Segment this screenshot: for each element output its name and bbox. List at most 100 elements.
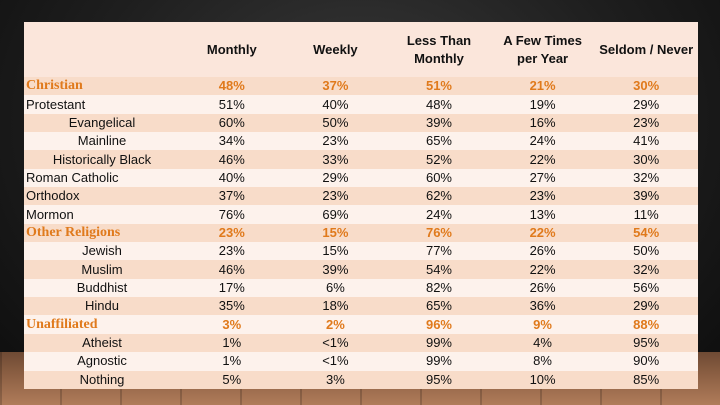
value-cell: 46% — [180, 260, 284, 279]
table-row: Protestant 51% 40% 48% 19% 29% — [24, 95, 698, 114]
value-cell: 69% — [283, 205, 388, 224]
row-label: Atheist — [24, 333, 180, 353]
value-cell: 99% — [387, 333, 491, 353]
value-cell: 32% — [594, 260, 698, 279]
table-row: Other Religions 23% 15% 76% 22% 54% — [24, 223, 698, 243]
value-cell: 16% — [490, 113, 595, 133]
table-row: Jewish 23% 15% 77% 26% 50% — [24, 242, 698, 261]
value-cell: 19% — [490, 95, 595, 114]
value-cell: 15% — [283, 242, 388, 261]
row-label: Buddhist — [24, 278, 180, 298]
value-cell: 52% — [387, 150, 491, 169]
value-cell: 23% — [283, 132, 388, 151]
table-row: Orthodox 37% 23% 62% 23% 39% — [24, 187, 698, 206]
table-row: Christian 48% 37% 51% 21% 30% — [24, 77, 698, 96]
value-cell: 23% — [283, 187, 388, 206]
value-cell: 50% — [283, 113, 388, 133]
table-row: Nothing 5% 3% 95% 10% 85% — [24, 370, 698, 389]
value-cell: 8% — [490, 352, 595, 371]
value-cell: 99% — [387, 352, 491, 371]
table-body: Christian 48% 37% 51% 21% 30% Protestant 51% 40%… — [24, 77, 698, 389]
table-row: Unaffiliated 3% 2% 96% 9% 88% — [24, 315, 698, 334]
value-cell: 4% — [490, 333, 595, 353]
table-row: Buddhist 17% 6% 82% 26% 56% — [24, 278, 698, 298]
row-label: Mainline — [24, 132, 180, 151]
value-cell: 23% — [594, 113, 698, 133]
value-cell: 23% — [180, 242, 284, 261]
row-label: Hindu — [24, 297, 180, 316]
header-cell-less-than-monthly: Less Than Monthly — [387, 22, 491, 77]
value-cell: 17% — [180, 278, 284, 298]
value-cell: 26% — [490, 242, 595, 261]
value-cell: 22% — [490, 150, 595, 169]
table-row: Muslim 46% 39% 54% 22% 32% — [24, 260, 698, 279]
table-row: Mainline 34% 23% 65% 24% 41% — [24, 132, 698, 151]
value-cell: 3% — [180, 315, 284, 334]
header-row: Monthly Weekly Less Than Monthly A Few T… — [24, 22, 698, 77]
value-cell: 1% — [180, 333, 284, 353]
value-cell: 29% — [283, 168, 388, 188]
row-label: Muslim — [24, 260, 180, 279]
value-cell: 39% — [283, 260, 388, 279]
value-cell: 39% — [594, 187, 698, 206]
value-cell: 62% — [387, 187, 491, 206]
value-cell: 85% — [594, 370, 698, 389]
row-label: Roman Catholic — [24, 168, 180, 188]
attendance-table-panel: Monthly Weekly Less Than Monthly A Few T… — [24, 22, 698, 389]
table-row: Agnostic 1% <1% 99% 8% 90% — [24, 352, 698, 371]
value-cell: 76% — [387, 223, 491, 243]
value-cell: 34% — [180, 132, 284, 151]
value-cell: 54% — [594, 223, 698, 243]
value-cell: 26% — [490, 278, 595, 298]
table-row: Roman Catholic 40% 29% 60% 27% 32% — [24, 168, 698, 188]
row-label: Jewish — [24, 242, 180, 261]
attendance-table: Monthly Weekly Less Than Monthly A Few T… — [24, 22, 698, 389]
value-cell: 65% — [387, 297, 491, 316]
value-cell: 22% — [490, 223, 595, 243]
value-cell: 88% — [594, 315, 698, 334]
value-cell: 76% — [180, 205, 284, 224]
value-cell: 33% — [283, 150, 388, 169]
header-cell-seldom-never: Seldom / Never — [594, 22, 698, 77]
row-label: Historically Black — [24, 150, 180, 169]
row-label: Christian — [24, 77, 180, 96]
value-cell: 30% — [594, 150, 698, 169]
value-cell: 60% — [387, 168, 491, 188]
value-cell: 65% — [387, 132, 491, 151]
value-cell: 37% — [283, 77, 388, 96]
value-cell: 11% — [594, 205, 698, 224]
value-cell: 96% — [387, 315, 491, 334]
value-cell: 2% — [283, 315, 388, 334]
value-cell: 36% — [490, 297, 595, 316]
value-cell: 10% — [490, 370, 595, 389]
value-cell: 21% — [490, 77, 595, 96]
value-cell: 24% — [490, 132, 595, 151]
value-cell: 54% — [387, 260, 491, 279]
value-cell: 3% — [283, 370, 388, 389]
value-cell: 35% — [180, 297, 284, 316]
table-row: Evangelical 60% 50% 39% 16% 23% — [24, 113, 698, 133]
row-label: Mormon — [24, 205, 180, 224]
header-cell-monthly: Monthly — [180, 22, 284, 77]
value-cell: 30% — [594, 77, 698, 96]
row-label: Evangelical — [24, 113, 180, 133]
value-cell: 6% — [283, 278, 388, 298]
header-cell-label — [24, 22, 180, 77]
value-cell: 23% — [180, 223, 284, 243]
value-cell: 95% — [387, 370, 491, 389]
value-cell: 24% — [387, 205, 491, 224]
table-row: Atheist 1% <1% 99% 4% 95% — [24, 333, 698, 353]
header-cell-few-times-per-year: A Few Times per Year — [490, 22, 595, 77]
value-cell: <1% — [283, 352, 388, 371]
row-label: Agnostic — [24, 352, 180, 371]
value-cell: 32% — [594, 168, 698, 188]
value-cell: 37% — [180, 187, 284, 206]
value-cell: 48% — [387, 95, 491, 114]
row-label: Protestant — [24, 95, 180, 114]
value-cell: 95% — [594, 333, 698, 353]
value-cell: 48% — [180, 77, 284, 96]
value-cell: 77% — [387, 242, 491, 261]
value-cell: 18% — [283, 297, 388, 316]
value-cell: 90% — [594, 352, 698, 371]
value-cell: 15% — [283, 223, 388, 243]
